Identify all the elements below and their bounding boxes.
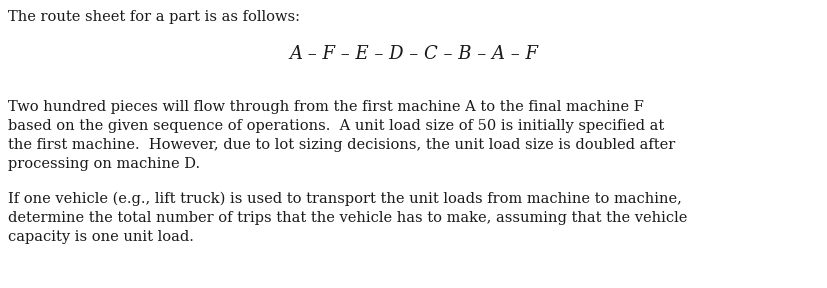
Text: The route sheet for a part is as follows:: The route sheet for a part is as follows… bbox=[8, 10, 300, 24]
Text: A – F – E – D – C – B – A – F: A – F – E – D – C – B – A – F bbox=[289, 45, 538, 63]
Text: If one vehicle (e.g., lift truck) is used to transport the unit loads from machi: If one vehicle (e.g., lift truck) is use… bbox=[8, 192, 682, 206]
Text: processing on machine D.: processing on machine D. bbox=[8, 157, 200, 171]
Text: determine the total number of trips that the vehicle has to make, assuming that : determine the total number of trips that… bbox=[8, 211, 687, 225]
Text: based on the given sequence of operations.  A unit load size of 50 is initially : based on the given sequence of operation… bbox=[8, 119, 664, 133]
Text: capacity is one unit load.: capacity is one unit load. bbox=[8, 230, 194, 244]
Text: the first machine.  However, due to lot sizing decisions, the unit load size is : the first machine. However, due to lot s… bbox=[8, 138, 676, 152]
Text: Two hundred pieces will flow through from the first machine A to the final machi: Two hundred pieces will flow through fro… bbox=[8, 100, 644, 114]
